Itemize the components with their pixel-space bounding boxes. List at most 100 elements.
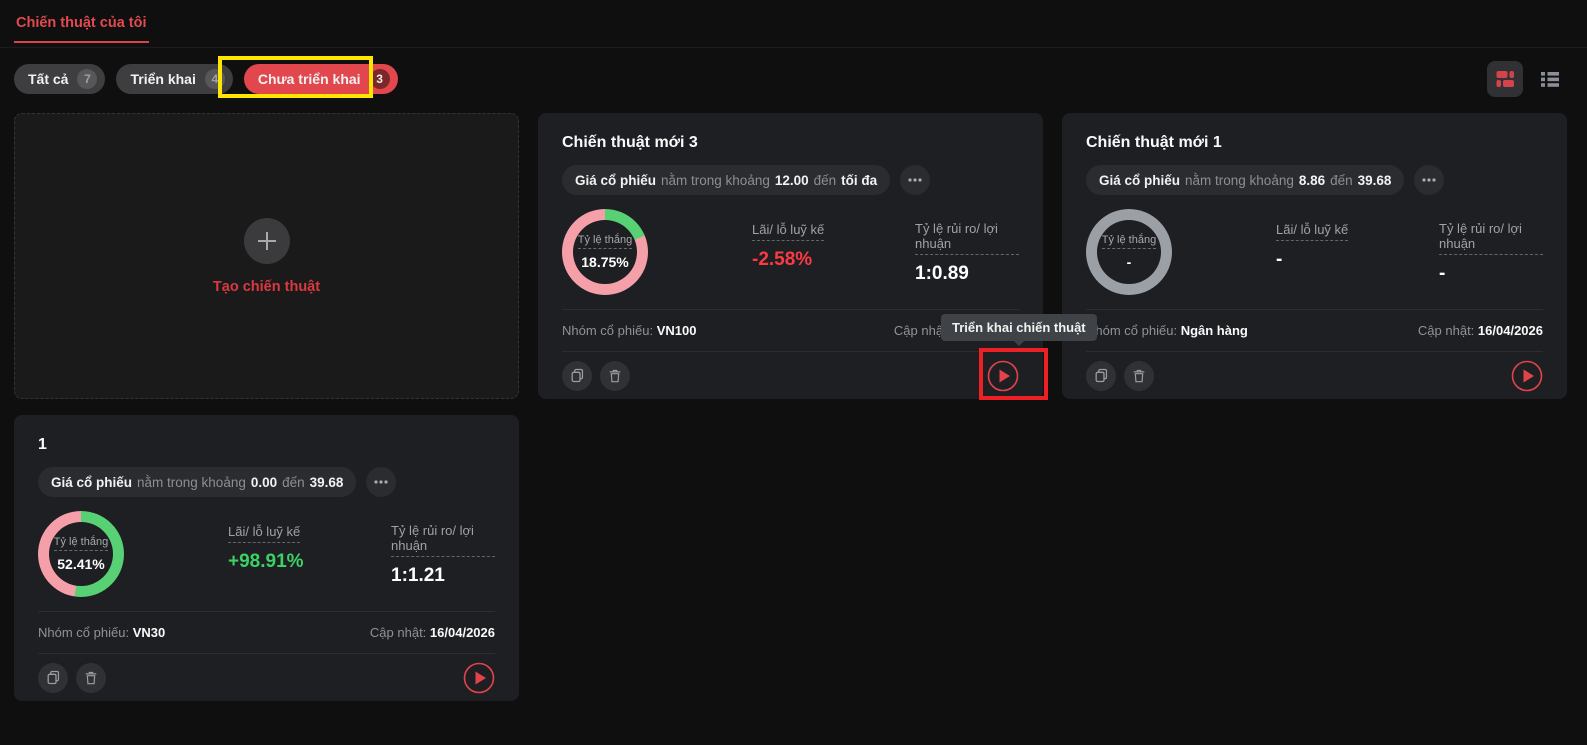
info-row: Nhóm cổ phiếu: Ngân hàng Cập nhật: 16/04…: [1086, 310, 1543, 351]
pnl-stat: Lãi/ lỗ luỹ kế -: [1276, 221, 1349, 271]
deploy-play-icon[interactable]: [1511, 360, 1543, 392]
chip-join: đến: [1330, 172, 1353, 188]
strategy-title: Chiến thuật mới 1: [1086, 134, 1222, 151]
filter-not-deployed[interactable]: Chưa triển khai 3: [243, 64, 398, 94]
filter-all[interactable]: Tất cả 7: [14, 64, 106, 94]
updated-value: 16/04/2026: [1477, 323, 1543, 339]
chip-join: đến: [282, 474, 305, 490]
pnl-stat: Lãi/ lỗ luỹ kế +98.91%: [228, 523, 304, 573]
win-rate-donut: Tỷ lệ thắng 18.75%: [562, 209, 648, 295]
deploy-tooltip: Triển khai chiến thuật: [941, 314, 1097, 341]
strategy-card: 1 Giá cổ phiếu nằm trong khoảng 0.00 đến…: [14, 415, 519, 701]
win-rate-donut: Tỷ lệ thắng -: [1086, 209, 1172, 295]
chip-from: 12.00: [774, 172, 809, 188]
filter-deployed-count: 4: [204, 69, 225, 89]
create-strategy-card[interactable]: Tạo chiến thuật: [14, 113, 519, 399]
stats-row: Tỷ lệ thắng 18.75% Lãi/ lỗ luỹ kế -2.58%…: [562, 206, 1019, 309]
strategy-card: Chiến thuật mới 3 Giá cổ phiếu nằm trong…: [538, 113, 1043, 399]
more-options-icon[interactable]: [900, 165, 931, 195]
chip-to: tối đa: [841, 172, 878, 188]
list-view-icon[interactable]: [1535, 64, 1565, 94]
strategy-title: 1: [38, 436, 47, 453]
pnl-value: +98.91%: [228, 551, 304, 572]
group-label: Nhóm cổ phiếu:: [562, 323, 654, 339]
card-actions: [1086, 352, 1543, 399]
filter-all-count: 7: [77, 69, 98, 89]
view-toggles: [1487, 61, 1565, 97]
win-rate-label: Tỷ lệ thắng: [577, 234, 633, 249]
condition-row: Giá cổ phiếu nằm trong khoảng 12.00 đến …: [562, 165, 1019, 195]
divider: [562, 351, 1019, 353]
trash-icon[interactable]: [1124, 360, 1154, 391]
pnl-value: -2.58%: [752, 249, 813, 270]
divider: [38, 653, 495, 655]
divider: [38, 611, 495, 613]
updated-value: 16/04/2026: [429, 625, 495, 641]
condition-row: Giá cổ phiếu nằm trong khoảng 0.00 đến 3…: [38, 467, 495, 497]
trash-icon[interactable]: [76, 662, 106, 693]
win-rate-label: Tỷ lệ thắng: [1101, 234, 1157, 249]
risk-reward-label: Tỷ lệ rủi ro/ lợi nhuận: [1439, 221, 1543, 255]
copy-icon[interactable]: [38, 662, 68, 693]
group-value: Ngân hàng: [1180, 323, 1248, 339]
condition-chip: Giá cổ phiếu nằm trong khoảng 0.00 đến 3…: [38, 467, 357, 497]
chip-from: 0.00: [250, 474, 278, 490]
stats-row: Tỷ lệ thắng - Lãi/ lỗ luỹ kế - Tỷ lệ rủi…: [1086, 206, 1543, 309]
plus-icon: [243, 217, 290, 264]
filter-deployed-label: Triển khai: [130, 71, 196, 87]
deploy-play-icon[interactable]: [463, 662, 495, 694]
risk-reward-label: Tỷ lệ rủi ro/ lợi nhuận: [915, 221, 1019, 255]
grid-view-icon[interactable]: [1487, 61, 1523, 97]
page-tab-bar: Chiến thuật của tôi: [0, 0, 1587, 48]
condition-chip: Giá cổ phiếu nằm trong khoảng 12.00 đến …: [562, 165, 891, 195]
filter-not-deployed-label: Chưa triển khai: [257, 71, 361, 87]
pnl-label: Lãi/ lỗ luỹ kế: [752, 222, 825, 241]
divider: [1086, 309, 1543, 311]
copy-icon[interactable]: [562, 360, 592, 391]
chip-field: Giá cổ phiếu: [51, 474, 133, 490]
win-rate-donut: Tỷ lệ thắng 52.41%: [38, 511, 124, 597]
pnl-label: Lãi/ lỗ luỹ kế: [1276, 222, 1349, 241]
condition-chip: Giá cổ phiếu nằm trong khoảng 8.86 đến 3…: [1086, 165, 1405, 195]
group-label: Nhóm cổ phiếu:: [1086, 323, 1178, 339]
risk-reward-value: -: [1439, 263, 1446, 284]
strategy-grid: Tạo chiến thuật Chiến thuật mới 3 Giá cổ…: [14, 113, 1567, 701]
chip-op: nằm trong khoảng: [1185, 172, 1294, 188]
strategy-title: Chiến thuật mới 3: [562, 134, 698, 151]
pnl-label: Lãi/ lỗ luỹ kế: [228, 524, 301, 543]
pnl-stat: Lãi/ lỗ luỹ kế -2.58%: [752, 221, 825, 271]
create-strategy-label: Tạo chiến thuật: [212, 278, 321, 295]
risk-reward-label: Tỷ lệ rủi ro/ lợi nhuận: [391, 523, 495, 557]
updated-label: Cập nhật:: [1417, 323, 1475, 339]
more-options-icon[interactable]: [1414, 165, 1445, 195]
win-rate-value: 18.75%: [581, 254, 629, 270]
stats-row: Tỷ lệ thắng 52.41% Lãi/ lỗ luỹ kế +98.91…: [38, 508, 495, 611]
group-value: VN30: [132, 625, 166, 641]
group-label: Nhóm cổ phiếu:: [38, 625, 130, 641]
win-rate-label: Tỷ lệ thắng: [53, 536, 109, 551]
deploy-play-icon[interactable]: [987, 360, 1019, 392]
chip-op: nằm trong khoảng: [137, 474, 246, 490]
chip-field: Giá cổ phiếu: [575, 172, 657, 188]
chip-to: 39.68: [1357, 172, 1392, 188]
risk-reward-value: 1:1.21: [391, 565, 445, 586]
copy-icon[interactable]: [1086, 360, 1116, 391]
divider: [1086, 351, 1543, 353]
more-options-icon[interactable]: [366, 467, 397, 497]
trash-icon[interactable]: [600, 360, 630, 391]
pnl-value: -: [1276, 249, 1283, 270]
win-rate-value: 52.41%: [57, 556, 105, 572]
chip-field: Giá cổ phiếu: [1099, 172, 1181, 188]
strategy-card: Chiến thuật mới 1 Giá cổ phiếu nằm trong…: [1062, 113, 1567, 399]
risk-reward-stat: Tỷ lệ rủi ro/ lợi nhuận 1:0.89: [915, 221, 1019, 285]
updated-label: Cập nhật:: [893, 323, 951, 339]
filter-bar: Tất cả 7 Triển khai 4 Chưa triển khai 3: [14, 61, 1565, 97]
tab-my-strategies[interactable]: Chiến thuật của tôi: [14, 0, 149, 43]
filter-deployed[interactable]: Triển khai 4: [116, 64, 233, 94]
updated-label: Cập nhật:: [369, 625, 427, 641]
filter-not-deployed-count: 3: [369, 69, 390, 89]
chip-to: 39.68: [309, 474, 344, 490]
card-actions: [562, 352, 1019, 399]
win-rate-value: -: [1126, 254, 1132, 270]
